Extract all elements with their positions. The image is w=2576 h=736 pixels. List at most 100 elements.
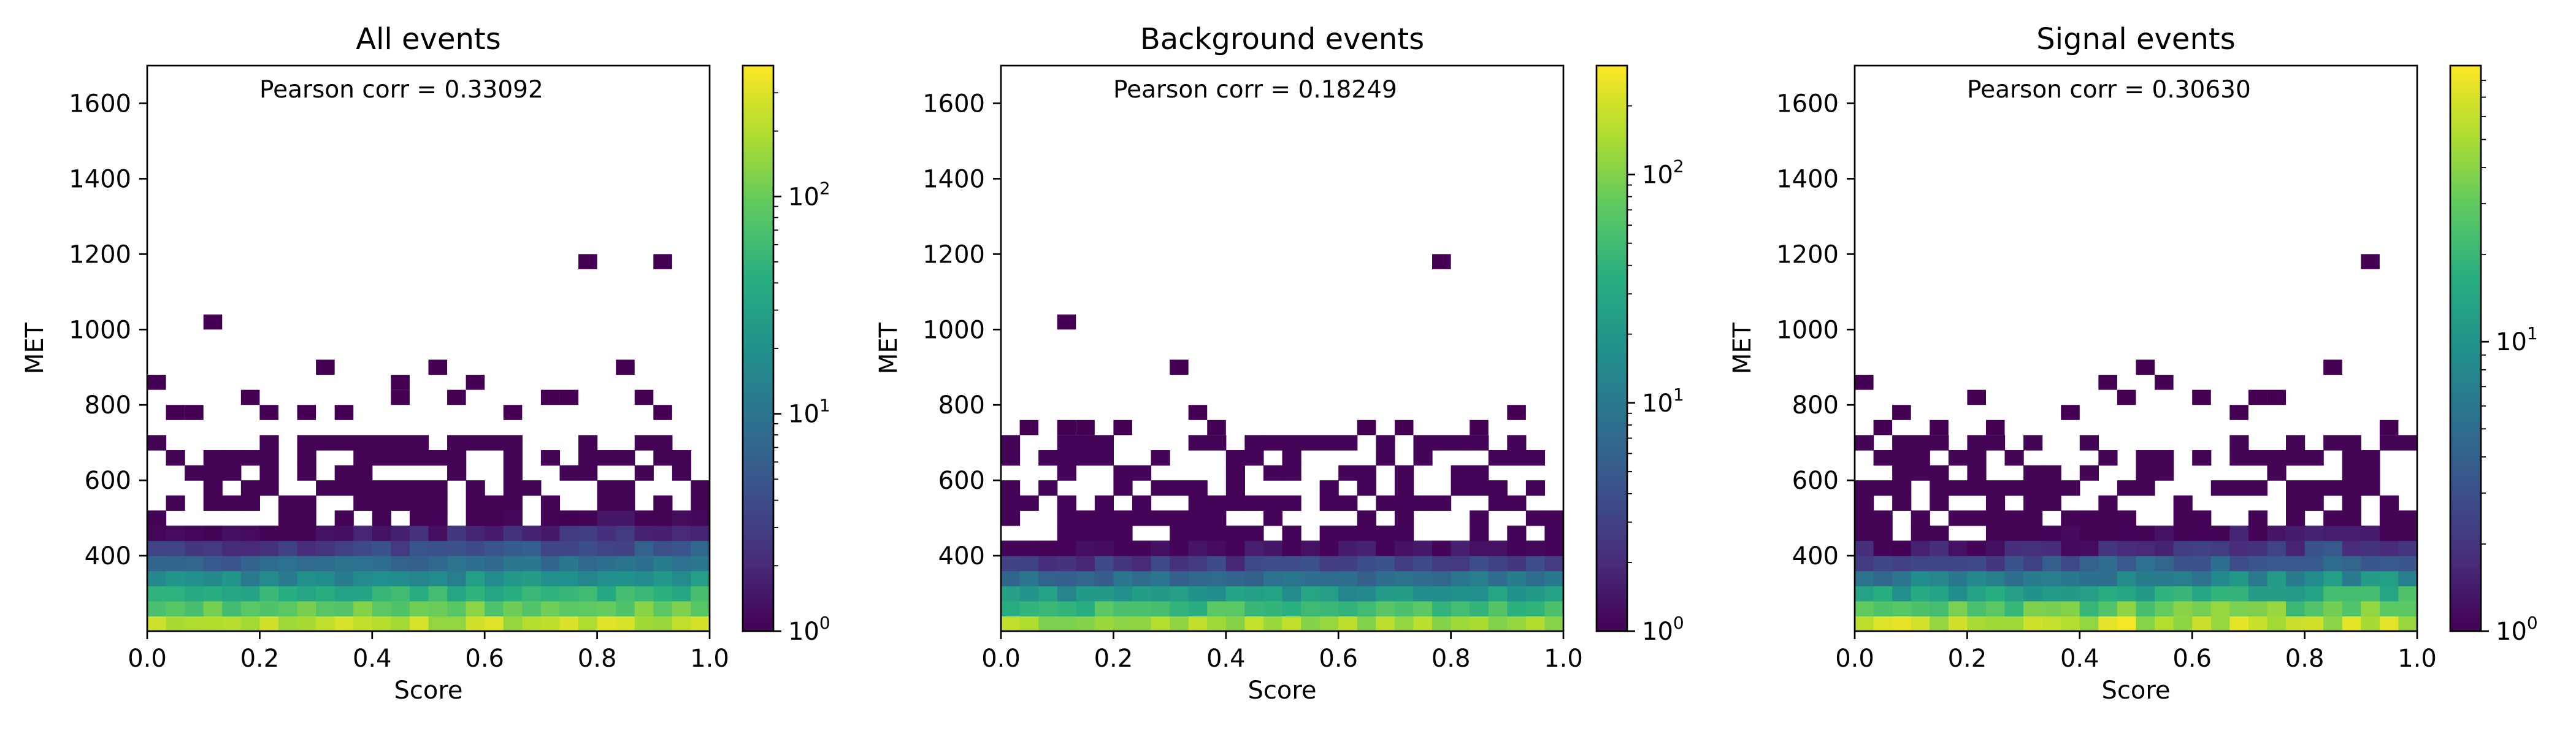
heatmap-cell [559,540,579,556]
heatmap-cell [1967,465,1987,481]
heatmap-cell [147,525,167,542]
heatmap-cell [1244,450,1264,466]
heatmap-cell [1188,556,1208,572]
heatmap-cell [1967,556,1987,572]
heatmap-cell-sparse [1113,420,1132,435]
heatmap-cell [166,450,185,466]
heatmap-cell [1507,435,1527,451]
heatmap-cell [1282,435,1301,451]
heatmap-cell [1488,586,1508,602]
heatmap-cell-sparse [2061,405,2080,420]
x-tick-label: 1.0 [1544,645,1583,673]
y-axis-label: MET [875,322,903,374]
heatmap-cell [1488,495,1508,511]
heatmap-cell [1525,570,1546,586]
heatmap-cell [409,616,429,632]
heatmap-cell [278,540,298,556]
heatmap-cell [2342,600,2361,617]
heatmap-cell [1188,510,1208,526]
heatmap-cell [2286,586,2306,602]
heatmap-cell [1544,570,1564,586]
heatmap-cell [1057,586,1076,602]
heatmap-cell [2098,600,2118,617]
heatmap-cell [2267,586,2287,602]
heatmap-cell [2286,495,2306,511]
heatmap-cell [1057,525,1076,542]
heatmap-cell [203,600,223,617]
heatmap-cell [2323,600,2343,617]
heatmap-cell [485,556,504,572]
heatmap-cell [372,435,391,451]
heatmap-cell [559,465,579,481]
heatmap-cell [1319,495,1339,511]
heatmap-cell [2361,570,2380,586]
heatmap-cell [1338,616,1358,632]
heatmap-cell [503,510,523,526]
heatmap-cell [559,616,579,632]
heatmap-cell [2323,525,2343,542]
heatmap-cell [1376,435,1395,451]
heatmap-cell [2342,510,2361,526]
heatmap-cell [1544,510,1564,526]
heatmap-cell [166,525,185,542]
heatmap-cell [485,435,504,451]
heatmap-cell [1525,556,1546,572]
heatmap-cell [1394,570,1414,586]
colorbar-tick-base: 10 [788,183,819,211]
heatmap-cell [1113,510,1133,526]
heatmap-cell [466,510,485,526]
heatmap-cell [1132,495,1152,511]
heatmap-cell [1967,450,1987,466]
axes-frame [1000,64,1565,632]
heatmap-cell [2229,435,2249,451]
heatmap-cell [597,480,616,496]
heatmap-cell-sparse [1207,420,1226,435]
heatmap-cell [1967,600,1987,617]
y-tick-label: 1600 [1776,90,1839,118]
heatmap-cell [2267,465,2287,481]
heatmap-cell [1319,586,1339,602]
heatmap-cell [2229,556,2249,572]
heatmap-cell [1038,450,1058,466]
heatmap-cell [2229,450,2249,466]
heatmap-cell [559,510,579,526]
heatmap-cell [1544,600,1564,617]
heatmap-cell [2210,586,2230,602]
heatmap-cell [1301,556,1321,572]
heatmap-cell [240,616,260,632]
heatmap-cell [1911,450,1930,466]
x-tick-label: 0.4 [2060,645,2099,673]
heatmap-cell [1544,586,1564,602]
heatmap-cell [466,586,485,602]
heatmap-cell [2379,616,2399,632]
heatmap-cell [2398,586,2418,602]
heatmap-cell [616,450,635,466]
heatmap-cell [1413,586,1433,602]
heatmap-cell [578,510,598,526]
heatmap-cell [2136,600,2155,617]
y-tick-label: 400 [938,542,985,570]
heatmap-cell [1170,570,1189,586]
heatmap-cell [2192,570,2212,586]
heatmap-cell [1113,480,1133,496]
heatmap-cell-sparse [391,389,410,405]
heatmap-cell [166,556,185,572]
heatmap-cell [1525,616,1546,632]
heatmap-cell [2267,616,2287,632]
heatmap-cell [2323,480,2343,496]
heatmap-cell [2342,540,2361,556]
heatmap-cell [1001,556,1021,572]
heatmap-cell [259,435,279,451]
heatmap-cell [1985,480,2006,496]
heatmap-cell [2286,540,2306,556]
heatmap-cell [1263,540,1283,556]
heatmap-cell [2004,616,2024,632]
heatmap-cell [522,480,542,496]
colorbar-gradient [743,66,773,631]
heatmap-cell-sparse [540,389,560,405]
heatmap-cell [1413,495,1433,511]
heatmap-cell [428,480,448,496]
heatmap-cell [1394,465,1414,481]
heatmap-cell [316,616,335,632]
heatmap-cell [672,510,692,526]
